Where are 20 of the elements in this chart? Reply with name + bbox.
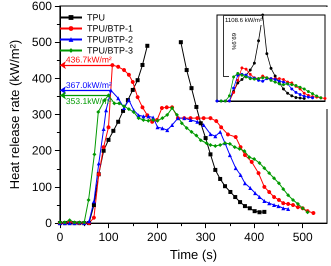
y-tick-label: 200	[32, 144, 52, 158]
y-tick-label: 0	[45, 216, 52, 230]
y-tick-label: 100	[32, 180, 52, 194]
x-tick-label: 500	[292, 230, 314, 244]
y-tick-label: 600	[32, 0, 52, 13]
y-tick-label: 400	[32, 71, 52, 86]
x-axis-title: Time (s)	[170, 247, 218, 262]
y-tick-label: 500	[32, 35, 52, 50]
y-tick-label: 300	[32, 108, 52, 122]
x-tick-label: 400	[244, 230, 264, 244]
annotation: 436.7kW/m²	[66, 54, 112, 65]
y-axis-title: Heat release rate (kW/m²)	[7, 40, 22, 190]
legend-label: TPU/BTP-2	[87, 34, 134, 44]
legend-label: TPU/BTP-1	[87, 24, 134, 34]
x-tick-label: 100	[98, 230, 119, 244]
x-tick-label: 200	[147, 230, 168, 244]
x-tick-label: 300	[196, 230, 216, 244]
legend-label: TPU/BTP-3	[87, 46, 134, 56]
legend-label: TPU	[87, 12, 105, 22]
x-tick-label: 0	[56, 230, 64, 244]
